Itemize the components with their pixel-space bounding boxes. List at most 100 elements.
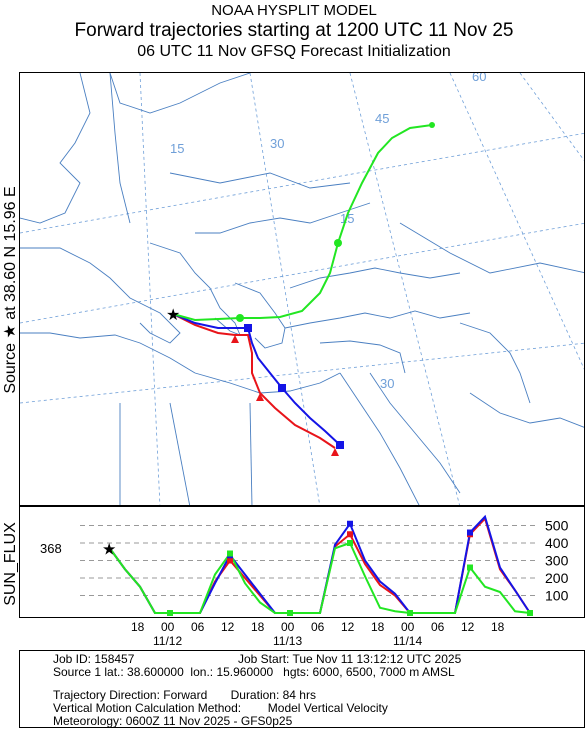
- marker-green-1: [236, 314, 244, 322]
- border-central-2: [169, 172, 351, 189]
- info-vertical: Vertical Motion Calculation Method: Mode…: [53, 701, 388, 715]
- marker-green-2: [334, 239, 342, 247]
- trajectory-blue: [172, 313, 341, 446]
- marker-blue-2: [278, 384, 286, 392]
- border-west-1: [109, 73, 131, 224]
- grid-lon-a: [139, 73, 161, 505]
- marker-red-2: [256, 393, 264, 401]
- info-meteorology: Meteorology: 0600Z 11 Nov 2025 - GFS0p25: [53, 714, 293, 728]
- flux-y-tick-label: 100: [545, 588, 569, 604]
- grid-label-30-lat: 30: [380, 376, 394, 391]
- time-tick-label: 12: [221, 620, 235, 634]
- page-title: Forward trajectories starting at 1200 UT…: [74, 20, 514, 41]
- time-axis: 18 00 06 12 18 00 06 12 18 00 06 12 18 11/12 11/13 11/1…: [19, 618, 585, 650]
- marker-blue-3: [336, 441, 344, 449]
- time-tick-label: 06: [311, 620, 325, 634]
- flux-point-blue: [347, 520, 353, 527]
- info-panel: Job ID: 158457 Job Start: Tue Nov 11 13:…: [19, 650, 585, 728]
- info-job-id: Job ID: 158457: [53, 652, 135, 666]
- time-tick-label: 12: [341, 620, 355, 634]
- flux-point-green: [347, 540, 353, 546]
- border-libya-egypt: [249, 402, 253, 505]
- trajectory-markers: [231, 122, 435, 456]
- date-label: 11/14: [393, 634, 423, 648]
- marker-red-3: [331, 448, 339, 456]
- coast-gulf: [469, 392, 584, 428]
- marker-red-1: [231, 335, 239, 343]
- flux-point-green: [527, 610, 533, 616]
- model-name: NOAA HYSPLIT MODEL: [211, 2, 377, 19]
- coastlines: [20, 73, 584, 505]
- coast-black-sea-south: [284, 310, 471, 329]
- time-tick-label: 00: [281, 620, 295, 634]
- coast-caspian: [459, 322, 531, 404]
- flux-series: ★: [102, 514, 533, 616]
- info-source: Source 1 lat.: 38.600000 lon.: 15.960000…: [53, 665, 455, 679]
- sun-flux-chart: 500 400 300 200 100 ★ 368: [19, 506, 585, 618]
- trajectory-green: [172, 124, 433, 322]
- flux-series-green: [109, 541, 531, 614]
- coast-west-europe: [20, 73, 91, 224]
- time-tick-label: 18: [491, 620, 505, 634]
- coast-iberia-france: [20, 247, 181, 344]
- grid-label-60: 60: [472, 73, 486, 84]
- grid-label-15-lat: 15: [340, 211, 354, 226]
- grid-lon-d: [449, 73, 584, 370]
- grid-lat-a: [20, 132, 584, 234]
- coast-red-sea-west: [339, 372, 420, 505]
- trajectory-map: 60 45 30 15 15 30: [19, 72, 585, 506]
- border-central-europe: [195, 202, 371, 234]
- flux-y-tick-label: 300: [545, 553, 569, 569]
- flux-y-tick-label: 400: [545, 535, 569, 551]
- flux-start-star-icon: ★: [102, 542, 116, 559]
- marker-blue-1: [244, 324, 252, 332]
- grid-lon-b: [249, 73, 321, 505]
- trajectory-red: [172, 313, 336, 449]
- border-libya: [169, 402, 191, 505]
- chart-ylabel: SUN_FLUX: [2, 522, 19, 606]
- coast-turkey-south: [319, 340, 406, 374]
- time-tick-label: 06: [431, 620, 445, 634]
- coast-red-sea-east: [369, 372, 461, 494]
- time-tick-label: 00: [161, 620, 175, 634]
- date-label: 11/13: [273, 634, 303, 648]
- flux-point-green: [407, 610, 413, 616]
- grid-lon-c: [349, 73, 460, 505]
- time-tick-label: 06: [191, 620, 205, 634]
- coast-libya-egypt: [194, 372, 341, 394]
- grid-label-45: 45: [375, 111, 389, 126]
- flux-point-red: [347, 531, 353, 538]
- flux-point-green: [287, 610, 293, 616]
- flux-y-tick-label: 500: [545, 518, 569, 534]
- flux-point-blue: [467, 529, 473, 536]
- map-svg: 60 45 30 15 15 30: [20, 73, 584, 505]
- flux-point-green: [227, 550, 233, 557]
- grid-label-15: 15: [170, 141, 184, 156]
- flux-start-value: 368: [40, 541, 62, 556]
- source-location-label: Source ★ at 38.60 N 15.96 E: [2, 186, 19, 394]
- source-star-icon: ★: [166, 307, 180, 324]
- coast-italy: [149, 242, 241, 336]
- grid-lon-e: [519, 73, 584, 161]
- flux-point-green: [467, 564, 473, 571]
- time-tick-label: 18: [371, 620, 385, 634]
- info-direction: Trajectory Direction: Forward Duration: …: [53, 688, 316, 702]
- marker-green-3: [429, 122, 435, 128]
- date-label: 11/12: [153, 634, 183, 648]
- coast-north-sea: [109, 73, 251, 114]
- grid-lat-b: [20, 222, 584, 324]
- grid-lat-c: [20, 342, 584, 404]
- page-subtitle: 06 UTC 11 Nov GFSQ Forecast Initializati…: [137, 43, 451, 60]
- map-grid: [20, 73, 584, 505]
- info-job-start: Job Start: Tue Nov 11 13:12:12 UTC 2025: [238, 652, 462, 666]
- coast-black-sea-north: [289, 267, 461, 289]
- time-tick-label: 18: [251, 620, 265, 634]
- time-tick-label: 00: [401, 620, 415, 634]
- flux-gridlines: [80, 525, 535, 596]
- flux-point-red: [227, 557, 233, 564]
- border-east-1: [399, 222, 584, 274]
- grid-label-30: 30: [270, 136, 284, 151]
- flux-y-tick-label: 200: [545, 570, 569, 586]
